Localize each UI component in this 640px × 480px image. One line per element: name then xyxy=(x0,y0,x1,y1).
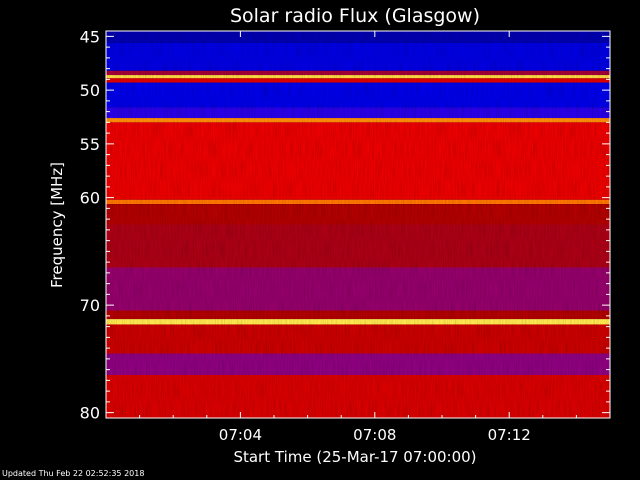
plot-frame xyxy=(105,30,611,419)
y-tick-label: 70 xyxy=(80,296,100,315)
x-tick-label: 07:12 xyxy=(488,426,531,444)
plot-area xyxy=(105,30,611,419)
updated-timestamp: Updated Thu Feb 22 02:52:35 2018 xyxy=(2,469,145,478)
x-axis: 07:04 07:08 07:12 xyxy=(139,31,577,444)
x-tick-label: 07:04 xyxy=(219,426,262,444)
y-tick-label: 60 xyxy=(80,189,100,208)
y-axis: 45 50 55 60 70 80 xyxy=(80,27,610,423)
chart-title: Solar radio Flux (Glasgow) xyxy=(230,5,480,27)
x-tick-label: 07:08 xyxy=(353,426,396,444)
y-tick-label: 55 xyxy=(80,135,100,154)
y-tick-label: 50 xyxy=(80,81,100,100)
y-tick-label: 80 xyxy=(80,404,100,423)
y-tick-label: 45 xyxy=(80,27,100,46)
x-axis-label: Start Time (25-Mar-17 07:00:00) xyxy=(233,448,476,466)
spectrogram-texture xyxy=(106,31,610,418)
y-axis-label: Frequency [MHz] xyxy=(48,162,66,288)
